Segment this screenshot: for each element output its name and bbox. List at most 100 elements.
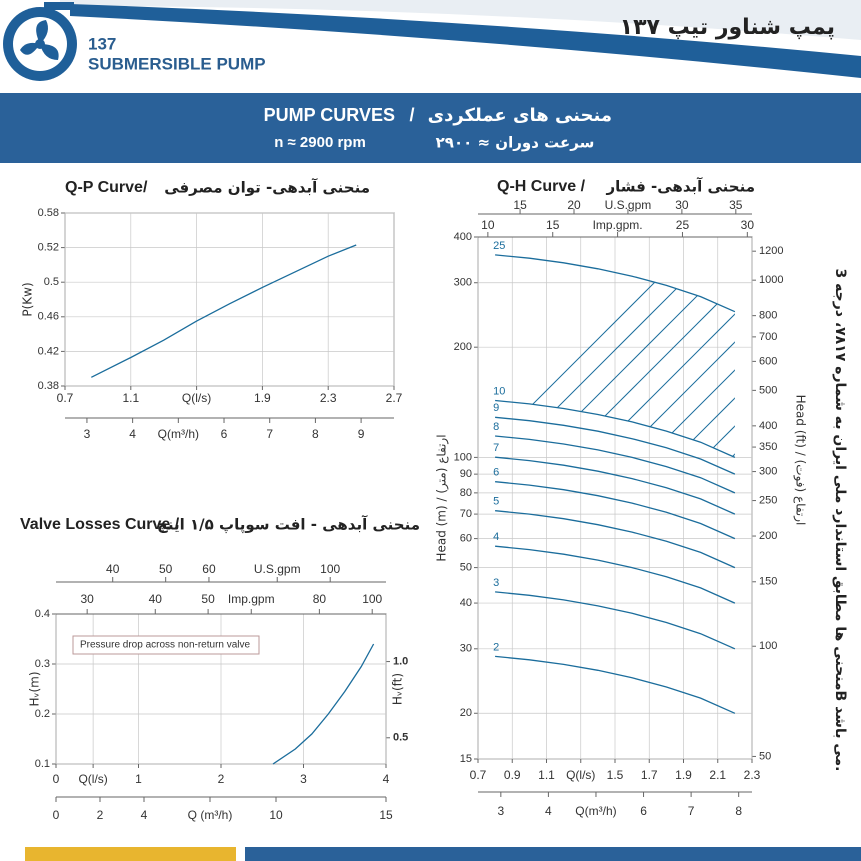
chart-title-fa: منحنی آبدهی - افت سوپاپ ۱/۵ اینچ bbox=[157, 516, 420, 535]
y2-tick-label: 1.0 bbox=[393, 655, 408, 667]
curve-label: 3 bbox=[493, 577, 499, 589]
curve-label: 2 bbox=[493, 641, 499, 653]
model: 137 bbox=[88, 34, 116, 53]
x-tick-label: 1.7 bbox=[641, 768, 658, 782]
footer-bar bbox=[245, 847, 861, 861]
x-tick-label: 2 bbox=[218, 772, 225, 786]
y-tick-label: 400 bbox=[454, 231, 472, 243]
speed-fa: سرعت دوران ≈ ۲۹۰۰ bbox=[436, 134, 595, 152]
y2-tick-label: 350 bbox=[759, 441, 777, 453]
y2-tick-label: 0.5 bbox=[393, 732, 408, 744]
y-tick-label: 0.42 bbox=[38, 345, 59, 357]
x-tick-label: 2.1 bbox=[709, 768, 726, 782]
y-tick-label: 70 bbox=[460, 508, 472, 520]
curve-label: 5 bbox=[493, 496, 499, 508]
y2-tick-label: 1200 bbox=[759, 245, 783, 257]
x-tick-label: 15 bbox=[546, 218, 560, 232]
chart-title: Valve Losses Curve / bbox=[20, 516, 180, 533]
y2-tick-label: 150 bbox=[759, 576, 777, 588]
y-tick-label: 90 bbox=[460, 468, 472, 480]
y2-tick-label: 400 bbox=[759, 420, 777, 432]
x-tick-label: 4 bbox=[383, 772, 390, 786]
banner-title: PUMP CURVES bbox=[264, 105, 395, 125]
banner-title-fa: منحنی های عملکردی bbox=[428, 105, 612, 126]
x-tick-label: Q(l/s) bbox=[78, 772, 107, 786]
product: SUBMERSIBLE PUMP bbox=[88, 54, 266, 73]
x-tick-label: 1.1 bbox=[122, 391, 139, 405]
y-tick-label: 80 bbox=[460, 487, 472, 499]
curve-label: 25 bbox=[493, 240, 505, 252]
x-tick-label: 15 bbox=[379, 808, 393, 822]
banner-separator: / bbox=[409, 105, 414, 125]
x-tick-label: 0 bbox=[53, 772, 60, 786]
curve-label: 7 bbox=[493, 442, 499, 454]
speed: n ≈ 2900 rpm bbox=[274, 134, 366, 151]
chart-title-fa: منحنی آبدهی- توان مصرفی bbox=[164, 179, 370, 197]
x-tick-label: 100 bbox=[320, 562, 340, 576]
y-tick-label: 0.5 bbox=[44, 276, 59, 288]
y-tick-label: 40 bbox=[460, 597, 472, 609]
curve bbox=[495, 254, 736, 313]
x-tick-label: 1 bbox=[135, 772, 142, 786]
header-swoosh bbox=[70, 4, 861, 78]
x-tick-label: Q(l/s) bbox=[566, 768, 595, 782]
annotation: Pressure drop across non-return valve bbox=[80, 640, 251, 651]
x-tick-label: U.S.gpm bbox=[605, 198, 652, 212]
curve-label: 4 bbox=[493, 531, 499, 543]
x-tick-label: 7 bbox=[266, 427, 273, 441]
chart-title: Q-P Curve/ bbox=[65, 179, 148, 196]
note: منحنی ها مطابق استاندارد ملی ایران به شم… bbox=[832, 269, 848, 772]
y2-tick-label: 50 bbox=[759, 750, 771, 762]
y-axis-label: Head (m) / ارتفاع (متر) bbox=[435, 434, 450, 561]
x-tick-label: Q (m³/h) bbox=[188, 808, 233, 822]
curve bbox=[495, 399, 736, 458]
x-tick-label: 0.7 bbox=[470, 768, 487, 782]
y-axis-label: Hᵥ(m) bbox=[28, 671, 42, 706]
x-tick-label: Q(l/s) bbox=[182, 391, 211, 405]
x-tick-label: 30 bbox=[741, 218, 755, 232]
x-tick-label: 30 bbox=[675, 198, 689, 212]
header-band bbox=[60, 0, 861, 40]
curve bbox=[495, 655, 736, 714]
y2-tick-label: 250 bbox=[759, 494, 777, 506]
y-tick-label: 0.4 bbox=[35, 608, 50, 620]
y2-tick-label: 500 bbox=[759, 384, 777, 396]
x-tick-label: U.S.gpm bbox=[254, 562, 301, 576]
x-tick-label: 30 bbox=[80, 592, 94, 606]
x-tick-label: Imp.gpm. bbox=[593, 218, 643, 232]
y-tick-label: 0.38 bbox=[38, 380, 59, 392]
x-tick-label: 20 bbox=[567, 198, 581, 212]
x-tick-label: 8 bbox=[312, 427, 319, 441]
y-tick-label: 0.58 bbox=[38, 207, 59, 219]
x-tick-label: 1.1 bbox=[538, 768, 555, 782]
y2-tick-label: 600 bbox=[759, 355, 777, 367]
annotation-box bbox=[72, 635, 260, 655]
x-tick-label: 25 bbox=[676, 218, 690, 232]
y-tick-label: 0.1 bbox=[35, 758, 50, 770]
y-tick-label: 30 bbox=[460, 643, 472, 655]
y2-axis-label: Hᵥ(ft) bbox=[391, 673, 405, 705]
footer-bar bbox=[25, 847, 236, 861]
x-tick-label: 100 bbox=[362, 592, 382, 606]
y2-tick-label: 200 bbox=[759, 530, 777, 542]
logo bbox=[3, 2, 77, 81]
x-tick-label: 40 bbox=[149, 592, 163, 606]
y-tick-label: 50 bbox=[460, 561, 472, 573]
y2-tick-label: 100 bbox=[759, 640, 777, 652]
chart-title: Q-H Curve / bbox=[497, 178, 586, 195]
curve-label: 8 bbox=[493, 421, 499, 433]
x-tick-label: 15 bbox=[513, 198, 527, 212]
curve bbox=[91, 244, 357, 378]
x-tick-label: 2 bbox=[97, 808, 104, 822]
x-tick-label: 9 bbox=[358, 427, 365, 441]
curve-label: 9 bbox=[493, 402, 499, 414]
x-tick-label: 1.9 bbox=[254, 391, 271, 405]
x-tick-label: 10 bbox=[269, 808, 283, 822]
x-tick-label: 3 bbox=[84, 427, 91, 441]
y2-tick-label: 700 bbox=[759, 331, 777, 343]
x-tick-label: 0.7 bbox=[57, 391, 74, 405]
x-tick-label: 8 bbox=[735, 804, 742, 818]
x-tick-label: 1.9 bbox=[675, 768, 692, 782]
y-tick-label: 60 bbox=[460, 533, 472, 545]
curve bbox=[272, 643, 375, 765]
